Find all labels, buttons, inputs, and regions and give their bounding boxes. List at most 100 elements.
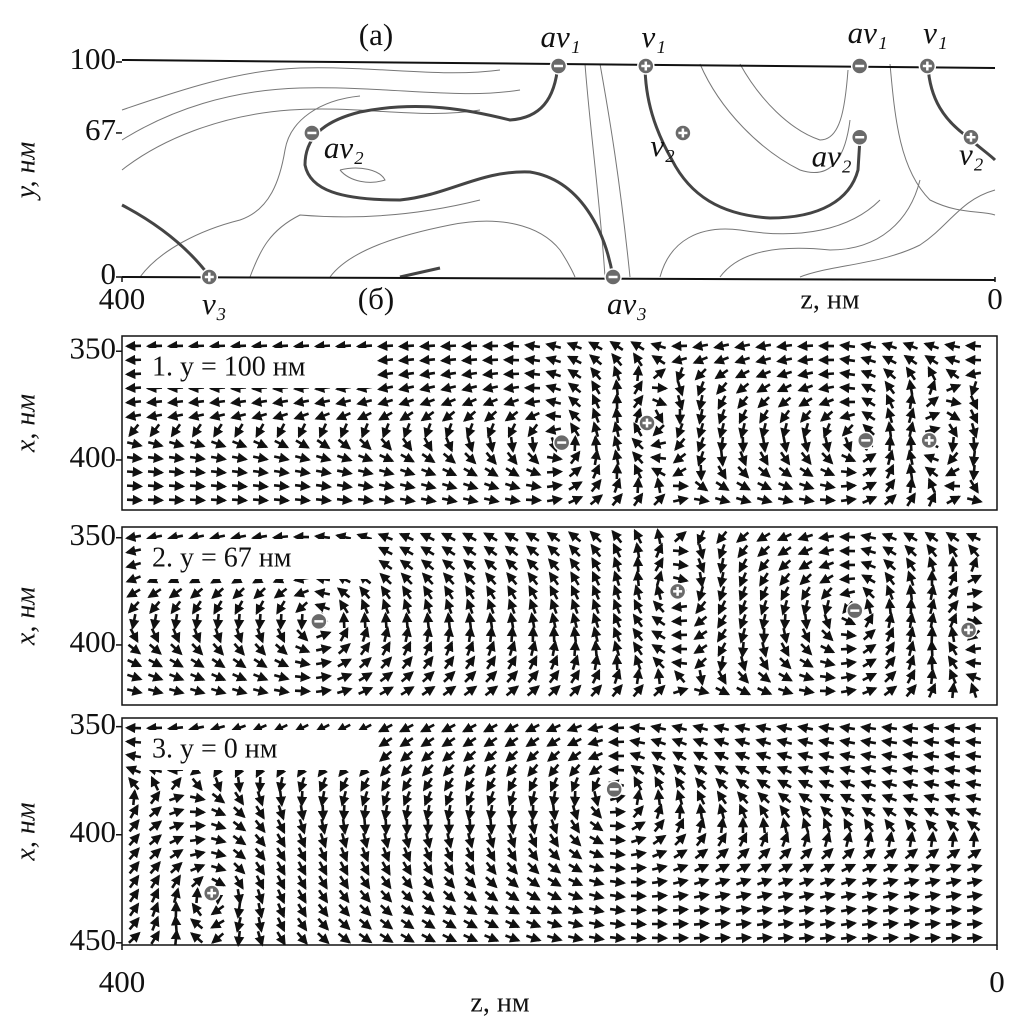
flow-arrow	[317, 804, 329, 822]
flow-arrow	[818, 545, 835, 556]
flow-arrow	[651, 630, 666, 641]
flow-arrow	[653, 557, 664, 572]
vortex-marker	[959, 621, 978, 639]
flow-arrow	[591, 598, 602, 615]
flow-arrow	[464, 452, 477, 465]
flow-arrow	[653, 667, 665, 685]
flow-arrow	[397, 340, 415, 352]
flow-arrow	[926, 379, 937, 396]
flow-arrow	[607, 764, 625, 776]
flow-arrow	[735, 382, 750, 394]
title-box	[142, 348, 372, 388]
flow-arrow	[461, 382, 478, 393]
flow-arrow	[591, 380, 602, 395]
flow-arrow	[147, 685, 164, 696]
flow-arrow	[568, 396, 582, 408]
flow-arrow	[632, 555, 644, 573]
flow-arrow	[632, 407, 643, 424]
flow-arrow	[798, 396, 813, 407]
flow-arrow	[485, 625, 497, 643]
flow-arrow	[737, 670, 750, 684]
flow-arrow	[399, 410, 414, 421]
flow-arrow	[693, 629, 708, 640]
flow-arrow	[696, 381, 707, 397]
flow-arrow	[738, 422, 749, 439]
flow-arrow	[462, 532, 477, 543]
flow-arrow	[862, 467, 877, 478]
flow-arrow	[189, 835, 207, 846]
flow-arrow	[125, 559, 142, 570]
flow-arrow	[947, 436, 959, 454]
flow-arrow	[693, 918, 711, 930]
flow-arrow	[465, 598, 476, 615]
flow-arrow	[780, 586, 791, 601]
x-axis-label: z, нм	[470, 987, 529, 1018]
flow-arrow	[422, 611, 434, 629]
flow-arrow	[653, 493, 666, 506]
flow-arrow	[356, 396, 373, 407]
flow-arrow	[968, 450, 980, 468]
flow-arrow	[694, 480, 709, 492]
flow-arrow	[315, 480, 333, 491]
flow-arrow	[612, 365, 623, 382]
flow-arrow	[318, 423, 329, 439]
flow-arrow	[947, 681, 959, 699]
flow-arrow	[651, 355, 666, 366]
flow-arrow	[147, 587, 162, 598]
flow-arrow	[526, 558, 539, 571]
flow-arrow	[923, 453, 940, 464]
flow-arrow	[125, 573, 141, 584]
flow-arrow	[168, 438, 185, 449]
flow-arrow	[693, 685, 710, 696]
flow-arrow	[968, 464, 980, 482]
flow-arrow	[273, 452, 290, 463]
flow-arrow	[465, 585, 476, 600]
flow-arrow	[926, 625, 938, 643]
flow-arrow	[864, 598, 875, 615]
y-axis-label: x, нм	[10, 587, 41, 646]
flow-arrow	[315, 494, 333, 506]
flow-arrow	[674, 380, 685, 397]
flow-arrow	[527, 571, 539, 586]
flow-arrow	[968, 556, 979, 573]
flow-arrow	[717, 543, 728, 560]
flow-arrow	[402, 422, 413, 439]
flow-arrow	[568, 409, 581, 422]
flow-arrow	[464, 670, 477, 683]
flow-arrow	[964, 340, 982, 352]
flow-arrow	[717, 571, 728, 588]
flow-arrow	[127, 657, 143, 668]
y-tick-label: 350	[70, 330, 117, 365]
flow-arrow	[359, 611, 371, 629]
flow-arrow	[758, 451, 769, 466]
flow-arrow	[756, 919, 773, 930]
flow-arrow	[905, 626, 916, 643]
flow-arrow	[632, 613, 644, 628]
flow-arrow	[796, 340, 814, 352]
flow-arrow	[883, 559, 897, 571]
flow-arrow	[169, 671, 185, 682]
flow-arrow	[546, 531, 561, 543]
flow-arrow	[569, 434, 581, 452]
flow-arrow	[234, 600, 245, 615]
flow-arrow	[250, 340, 268, 352]
flow-arrow	[231, 452, 248, 463]
flow-arrow	[423, 585, 434, 600]
flow-arrow	[314, 410, 330, 421]
flow-arrow	[400, 686, 415, 697]
flow-arrow	[401, 437, 413, 452]
flow-arrow	[611, 477, 622, 494]
flow-arrow	[482, 396, 498, 407]
contour-lines	[121, 63, 996, 278]
flow-arrow	[294, 480, 312, 492]
flow-arrow	[819, 932, 837, 944]
flow-arrow	[524, 341, 541, 352]
flow-arrow	[252, 685, 269, 696]
flow-arrow	[861, 411, 876, 422]
flow-arrow	[443, 640, 454, 656]
flow-arrow	[968, 422, 979, 439]
flow-arrow	[882, 918, 900, 930]
flow-arrow	[570, 612, 581, 629]
flow-arrow	[442, 572, 455, 586]
flow-arrow	[588, 354, 603, 366]
